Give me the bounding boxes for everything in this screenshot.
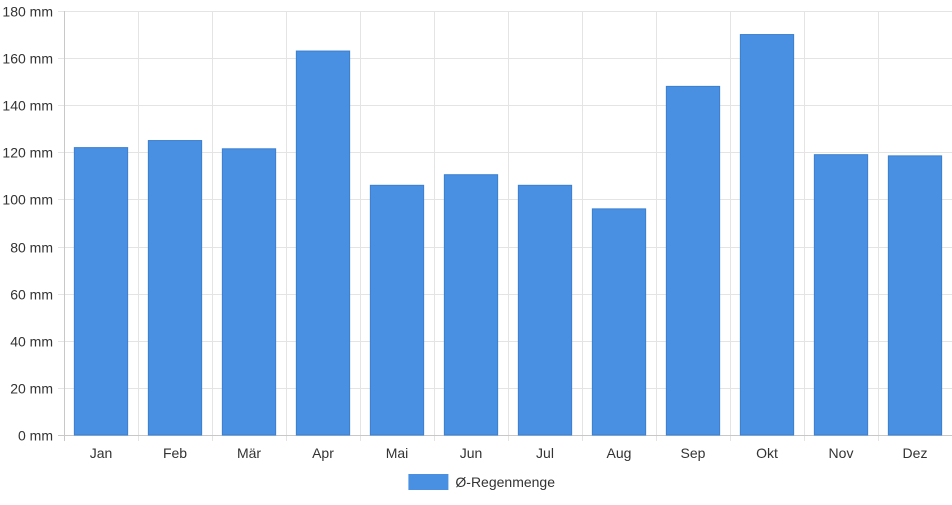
bar-sep[interactable]	[665, 85, 721, 436]
x-tick-label: Dez	[903, 445, 928, 461]
bar-nov[interactable]	[813, 154, 869, 436]
x-tick-label: Sep	[681, 445, 706, 461]
y-tick-label: 40 mm	[10, 334, 53, 350]
x-tick-label: Mai	[386, 445, 409, 461]
y-axis-tick-labels: 0 mm 20 mm 40 mm 60 mm 80 mm 100 mm 120 mm 140 …	[2, 4, 53, 444]
legend[interactable]: Ø-Regenmenge	[408, 474, 555, 490]
bar-mai[interactable]	[369, 184, 425, 436]
y-tick-label: 20 mm	[10, 381, 53, 397]
y-tick-label: 80 mm	[10, 240, 53, 256]
x-tick-label: Apr	[312, 445, 334, 461]
x-tick-label: Jan	[90, 445, 113, 461]
y-tick-label: 60 mm	[10, 287, 53, 303]
bar-mär[interactable]	[221, 148, 277, 436]
bar-jan[interactable]	[73, 147, 129, 436]
y-tick-label: 140 mm	[2, 98, 53, 114]
x-axis-tick-labels: Jan Feb Mär Apr Mai Jun Jul Aug Sep Okt Nov Dez	[90, 445, 928, 461]
x-tick-label: Aug	[607, 445, 632, 461]
bar-jun[interactable]	[443, 174, 499, 436]
y-tick-label: 180 mm	[2, 4, 53, 20]
bar-jul[interactable]	[517, 184, 573, 436]
bar-dez[interactable]	[887, 155, 943, 436]
y-tick-label: 100 mm	[2, 192, 53, 208]
bar-aug[interactable]	[591, 208, 647, 436]
bar-feb[interactable]	[147, 140, 203, 436]
x-tick-label: Okt	[756, 445, 778, 461]
y-tick-label: 160 mm	[2, 51, 53, 67]
x-tick-label: Mär	[237, 445, 261, 461]
axes	[58, 11, 952, 441]
bars	[73, 34, 943, 436]
y-tick-label: 120 mm	[2, 145, 53, 161]
x-tick-label: Jul	[536, 445, 554, 461]
legend-label[interactable]: Ø-Regenmenge	[455, 474, 555, 490]
x-tick-label: Jun	[460, 445, 483, 461]
bar-okt[interactable]	[739, 34, 795, 436]
y-tick-label: 0 mm	[18, 428, 53, 444]
legend-swatch[interactable]	[408, 474, 449, 490]
x-tick-label: Nov	[829, 445, 854, 461]
x-tick-label: Feb	[163, 445, 187, 461]
bar-apr[interactable]	[295, 50, 351, 436]
